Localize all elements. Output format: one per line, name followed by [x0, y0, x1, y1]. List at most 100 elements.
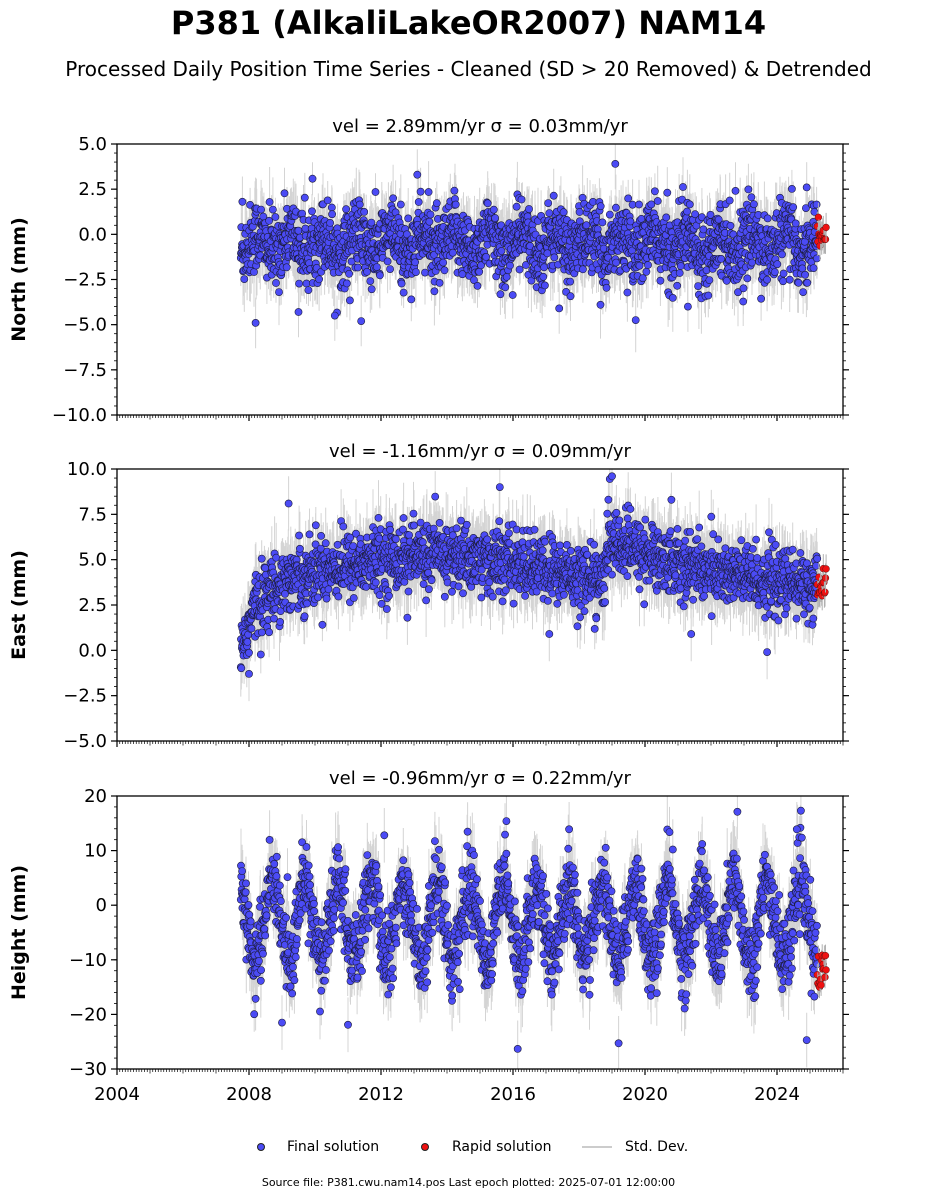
north-final-point	[342, 279, 351, 288]
east-final-point	[615, 516, 624, 525]
east-final-point	[318, 620, 327, 629]
east-final-point	[272, 553, 281, 562]
north-final-point	[647, 200, 656, 209]
east-final-point	[697, 542, 706, 551]
north-final-point	[482, 252, 490, 261]
north-final-point	[734, 288, 742, 297]
east-ytick-label: 7.5	[78, 504, 107, 525]
north-final-point	[411, 268, 420, 276]
north-final-point	[397, 279, 406, 288]
north-final-point	[326, 218, 334, 227]
north-final-point	[414, 198, 423, 206]
east-final-point	[590, 540, 598, 549]
north-final-point	[426, 210, 435, 219]
north-final-point	[789, 203, 798, 212]
east-final-point	[805, 603, 814, 612]
north-final-point	[611, 159, 620, 168]
north-final-point	[704, 291, 713, 300]
east-final-point	[485, 578, 494, 587]
east-final-point	[623, 514, 632, 523]
north-final-point	[271, 213, 280, 221]
east-final-point	[800, 610, 808, 619]
north-final-point	[386, 265, 394, 273]
east-final-point	[721, 544, 730, 553]
east-final-point	[521, 592, 529, 600]
north-final-point	[251, 318, 260, 327]
north-final-point	[748, 258, 756, 267]
north-final-point	[483, 199, 492, 208]
east-final-point	[477, 593, 486, 602]
east-final-point	[322, 594, 331, 603]
north-final-point	[367, 285, 376, 294]
east-final-point	[276, 618, 284, 626]
north-final-point	[416, 187, 425, 196]
east-final-point	[544, 597, 552, 605]
east-final-point	[792, 614, 801, 623]
north-final-point	[779, 269, 788, 278]
north-final-point	[683, 207, 691, 216]
east-final-point	[422, 596, 430, 605]
east-final-point	[782, 604, 791, 613]
east-final-point	[424, 585, 433, 594]
north-final-point	[280, 189, 289, 198]
north-final-point	[475, 267, 484, 276]
north-final-point	[506, 261, 514, 270]
north-final-point	[575, 208, 584, 216]
north-final-point	[413, 170, 422, 179]
north-ytick-label: 5.0	[78, 134, 107, 155]
east-final-point	[284, 499, 293, 508]
east-final-point	[512, 525, 521, 534]
east-final-point	[501, 586, 510, 595]
north-final-point	[799, 288, 807, 296]
north-final-point	[540, 263, 548, 272]
north-final-point	[785, 275, 794, 284]
east-final-point	[371, 578, 380, 587]
north-final-point	[240, 275, 249, 283]
north-ylabel: North (mm)	[8, 217, 30, 342]
north-final-point	[788, 184, 796, 193]
north-final-point	[517, 195, 526, 204]
north-final-point	[731, 186, 740, 195]
north-final-point	[598, 218, 607, 227]
east-final-point	[495, 483, 504, 491]
east-final-point	[538, 546, 547, 555]
east-final-point	[592, 614, 601, 623]
north-final-point	[801, 270, 809, 279]
north-final-point	[328, 210, 336, 219]
east-final-point	[636, 523, 644, 532]
east-final-point	[333, 540, 342, 549]
east-final-point	[245, 670, 253, 678]
east-final-point	[324, 585, 333, 594]
east-ytick-label: 0.0	[78, 640, 107, 661]
north-final-point	[694, 282, 702, 290]
north-ytick-label: −2.5	[63, 270, 107, 291]
north-final-point	[282, 263, 291, 272]
north-final-point	[355, 200, 364, 209]
north-final-point	[294, 308, 303, 316]
north-final-point	[602, 283, 611, 292]
north-rapid-point	[822, 223, 830, 232]
north-final-point	[440, 266, 449, 275]
east-final-point	[686, 528, 694, 536]
north-ytick-label: −7.5	[63, 360, 107, 381]
north-final-point	[372, 263, 381, 271]
east-final-point	[560, 590, 568, 599]
east-final-point	[440, 592, 449, 601]
north-final-point	[404, 214, 413, 223]
north-final-point	[550, 253, 559, 262]
east-final-point	[771, 540, 780, 549]
north-final-point	[539, 272, 548, 281]
east-final-point	[462, 520, 471, 529]
north-final-point	[566, 292, 575, 301]
north-final-point	[496, 290, 505, 299]
east-final-point	[519, 552, 528, 561]
north-final-point	[473, 281, 482, 290]
east-ytick-label: 2.5	[78, 595, 107, 616]
north-final-point	[691, 210, 699, 219]
north-final-point	[582, 221, 591, 230]
east-final-point	[673, 525, 682, 533]
east-final-point	[541, 537, 549, 546]
north-final-point	[559, 208, 568, 217]
north-final-point	[744, 185, 753, 194]
